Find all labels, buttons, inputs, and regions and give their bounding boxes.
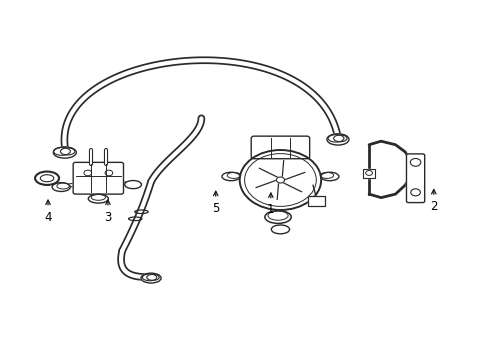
Ellipse shape <box>141 273 161 283</box>
Bar <box>307 196 325 206</box>
Ellipse shape <box>264 211 291 224</box>
Circle shape <box>409 158 420 166</box>
Ellipse shape <box>221 172 239 181</box>
FancyBboxPatch shape <box>251 136 309 159</box>
Ellipse shape <box>53 147 76 158</box>
Circle shape <box>410 189 420 196</box>
Ellipse shape <box>35 171 59 185</box>
Ellipse shape <box>124 180 141 189</box>
Text: 1: 1 <box>266 193 274 216</box>
Text: 5: 5 <box>212 191 219 215</box>
Ellipse shape <box>222 172 240 181</box>
Ellipse shape <box>52 183 70 192</box>
Ellipse shape <box>326 134 348 145</box>
Ellipse shape <box>41 175 54 182</box>
Bar <box>363 170 375 178</box>
Text: 2: 2 <box>429 189 437 213</box>
Ellipse shape <box>271 225 289 234</box>
Text: 3: 3 <box>104 200 111 224</box>
Bar <box>363 170 375 178</box>
Ellipse shape <box>221 175 239 183</box>
Circle shape <box>276 177 284 183</box>
Ellipse shape <box>320 172 338 181</box>
FancyBboxPatch shape <box>406 154 424 203</box>
Circle shape <box>239 150 321 210</box>
Circle shape <box>365 171 372 175</box>
FancyBboxPatch shape <box>73 162 123 194</box>
Ellipse shape <box>88 194 108 203</box>
Bar <box>307 196 325 206</box>
Text: 4: 4 <box>44 200 52 224</box>
